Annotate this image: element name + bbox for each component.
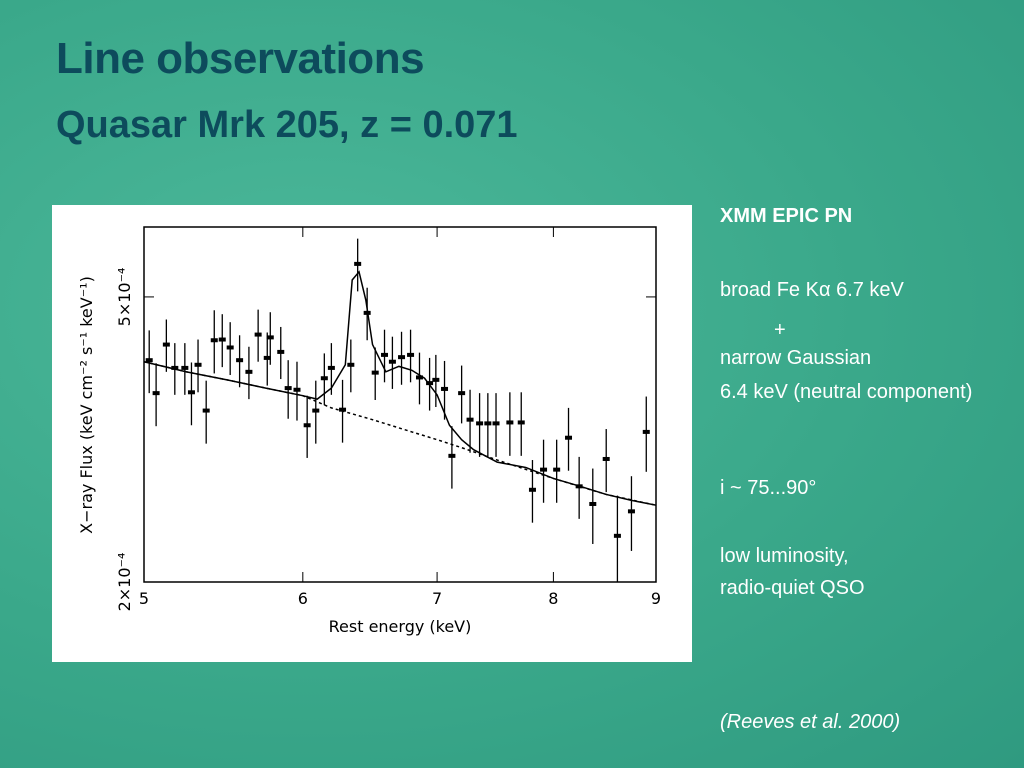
data-point [415,375,423,380]
x-tick-label: 7 [432,589,442,608]
data-point [354,261,362,266]
data-point [388,359,396,364]
data-point [448,453,456,458]
y-axis-label: X−ray Flux (keV cm⁻² s⁻¹ keV⁻¹) [77,276,96,534]
data-point [642,429,650,434]
y-tick-label: 2×10⁻⁴ [115,553,134,612]
data-point [458,391,466,396]
plot-frame [143,226,657,583]
data-point [339,407,347,412]
data-point [627,509,635,514]
x-tick-label: 9 [651,589,661,608]
data-point [432,377,440,382]
data-point [187,390,195,395]
data-point [284,386,292,391]
note: radio-quiet QSO [720,577,865,599]
data-point [171,365,179,370]
data-point [181,365,189,370]
data-point [263,355,271,360]
data-point [303,423,311,428]
data-point [407,352,415,357]
data-point [266,335,274,340]
data-point [602,456,610,461]
data-point [210,338,218,343]
data-point [426,381,434,386]
data-point [540,467,548,472]
note: + [774,319,786,341]
citation: (Reeves et al. 2000) [720,711,901,733]
data-point [218,337,226,342]
subtitle: Quasar Mrk 205, z = 0.071 [56,104,518,146]
data-point [194,362,202,367]
x-tick-label: 5 [139,589,149,608]
y-tick-label: 5×10⁻⁴ [115,268,134,327]
data-point [565,435,573,440]
data-point [277,349,285,354]
data-point [312,408,320,413]
data-point [613,533,621,538]
chart: Rest energy (keV) X−ray Flux (keV cm⁻² s… [52,205,692,662]
data-point [236,358,244,363]
note: low luminosity, [720,545,849,567]
data-point [162,342,170,347]
model-line [143,360,657,506]
data-point [398,355,406,360]
data-point [466,417,474,422]
x-tick-label: 6 [298,589,308,608]
note: narrow Gaussian [720,347,872,369]
data-point [517,420,525,425]
data-point [553,467,561,472]
data-point [320,376,328,381]
data-point [347,362,355,367]
data-point [589,501,597,506]
x-tick-label: 8 [548,589,558,608]
x-axis-label: Rest energy (keV) [329,617,472,636]
data-point [528,487,536,492]
note: 6.4 keV (neutral component) [720,381,973,403]
data-point [484,421,492,426]
data-point [381,352,389,357]
data-point [506,420,514,425]
data-point [441,386,449,391]
data-point [152,391,160,396]
note: broad Fe Kα 6.7 keV [720,279,904,301]
note: XMM EPIC PN [720,205,853,227]
data-point [492,421,500,426]
data-point [476,421,484,426]
title: Line observations [56,34,425,83]
note: i ~ 75...90° [720,477,817,499]
data-point [202,408,210,413]
data-point [327,365,335,370]
data-point [254,332,262,337]
data-point [145,358,153,363]
data-point [371,370,379,375]
data-point [293,387,301,392]
data-point [226,345,234,350]
data-point [245,369,253,374]
